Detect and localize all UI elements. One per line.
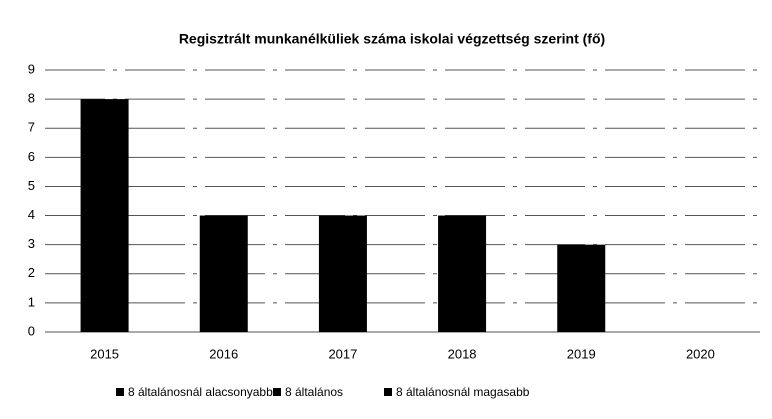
y-tick-label: 9 — [28, 61, 35, 76]
bar — [438, 215, 487, 332]
bar — [318, 215, 367, 332]
legend-swatch — [273, 388, 281, 396]
y-tick-label: 7 — [28, 120, 35, 135]
x-tick-label: 2020 — [686, 346, 715, 361]
x-tick-label: 2017 — [328, 346, 357, 361]
y-tick-label: 3 — [28, 236, 35, 251]
x-tick-label: 2018 — [448, 346, 477, 361]
x-tick-label: 2019 — [567, 346, 596, 361]
y-tick-label: 8 — [28, 91, 35, 106]
legend-label: 8 általános — [285, 385, 343, 399]
y-tick-label: 4 — [28, 207, 35, 222]
y-tick-label: 1 — [28, 294, 35, 309]
y-tick-label: 5 — [28, 178, 35, 193]
y-tick-label: 6 — [28, 149, 35, 164]
y-tick-label: 2 — [28, 265, 35, 280]
y-tick-label: 0 — [28, 323, 35, 338]
legend-swatch — [116, 388, 124, 396]
bar — [557, 244, 606, 332]
legend-label: 8 általánosnál magasabb — [396, 385, 530, 399]
chart-title: Regisztrált munkanélküliek száma iskolai… — [179, 31, 605, 47]
x-tick-label: 2015 — [90, 346, 119, 361]
bar — [199, 215, 248, 332]
legend-label: 8 általánosnál alacsonyabb — [128, 385, 273, 399]
legend-swatch — [384, 388, 392, 396]
bar — [80, 99, 129, 332]
x-tick-label: 2016 — [209, 346, 238, 361]
